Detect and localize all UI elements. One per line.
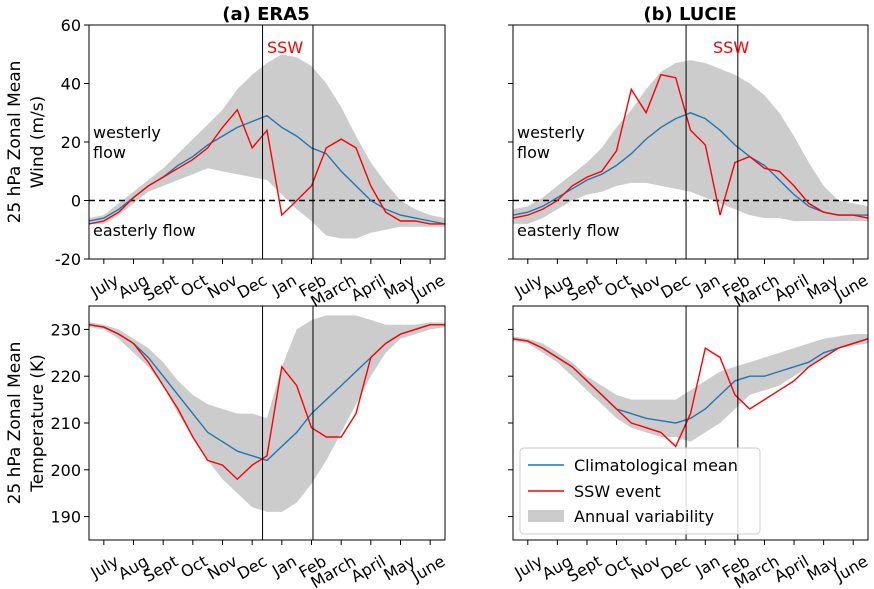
legend-label-band: Annual variability [574, 507, 714, 526]
westerly-annotation-line2: flow [93, 143, 126, 162]
panel-title: (b) LUCIE [643, 4, 736, 25]
x-tick-label: Dec [234, 270, 270, 302]
plot-area: JulyAugSeptOctNovDecJanFebMarchAprilMayJ… [508, 24, 872, 311]
variability-band [89, 54, 445, 239]
y-axis-label-line2: Temperature (K) [28, 354, 48, 493]
x-tick-label: Sept [140, 551, 181, 586]
panel-title: (a) ERA5 [222, 4, 309, 25]
legend-box [519, 447, 761, 535]
westerly-annotation-line1: westerly [517, 123, 585, 142]
ssw-event-line [88, 324, 445, 481]
y-tick-label: 20 [61, 133, 81, 152]
ssw-annotation: SSW [713, 38, 749, 57]
panel-lucie-temp: JulyAugSeptOctNovDecJanFebMarchAprilMayJ… [508, 305, 872, 589]
y-tick-label: 40 [61, 75, 81, 94]
y-tick-label: -20 [55, 250, 81, 269]
x-tick-label: June [408, 270, 449, 304]
panel-era5-temp: 190200210220230JulyAugSeptOctNovDecJanFe… [5, 305, 449, 589]
variability-band [513, 334, 868, 442]
y-tick-label: 230 [50, 320, 81, 339]
easterly-annotation: easterly flow [517, 221, 620, 240]
x-tick-label: June [408, 551, 449, 585]
legend-swatch-band [528, 510, 564, 522]
legend: Climatological mean SSW event Annual var… [519, 447, 761, 535]
ssw-annotation: SSW [267, 38, 303, 57]
y-tick-label: 190 [50, 508, 81, 527]
x-tick-label: Sept [564, 551, 605, 586]
y-axis-label-line1: 25 hPa Zonal Mean [5, 61, 25, 224]
y-tick-label: 210 [50, 414, 81, 433]
x-tick-label: June [831, 551, 872, 585]
legend-label-ssw: SSW event [574, 482, 661, 501]
x-tick-label: Dec [657, 551, 693, 583]
y-tick-label: 220 [50, 367, 81, 386]
panel-era5-wind: -200204060JulyAugSeptOctNovDecJanFebMarc… [5, 4, 448, 311]
westerly-annotation-line1: westerly [93, 123, 161, 142]
y-tick-label: 200 [50, 461, 81, 480]
variability-band [89, 315, 445, 512]
climatological-mean-line [512, 112, 868, 216]
westerly-annotation-line2: flow [517, 143, 550, 162]
x-tick-label: Sept [140, 270, 181, 305]
y-tick-label: 60 [61, 16, 81, 35]
plot-area: 190200210220230JulyAugSeptOctNovDecJanFe… [50, 305, 449, 589]
ssw-event-line [512, 73, 869, 219]
plot-area: -200204060JulyAugSeptOctNovDecJanFebMarc… [55, 16, 448, 311]
y-axis-label-line2: Wind (m/s) [28, 96, 48, 189]
variability-band [513, 60, 868, 224]
x-tick-label: Dec [657, 270, 693, 302]
x-tick-label: Sept [564, 270, 605, 305]
x-tick-label: Dec [234, 551, 270, 583]
x-tick-label: June [831, 270, 872, 304]
legend-label-mean: Climatological mean [574, 456, 738, 475]
y-axis-label-line1: 25 hPa Zonal Mean [5, 342, 25, 505]
ssw-event-line [512, 338, 869, 448]
easterly-annotation: easterly flow [93, 221, 196, 240]
panel-lucie-wind: JulyAugSeptOctNovDecJanFebMarchAprilMayJ… [508, 4, 871, 311]
y-tick-label: 0 [71, 192, 81, 211]
ssw-event-line [88, 108, 445, 225]
